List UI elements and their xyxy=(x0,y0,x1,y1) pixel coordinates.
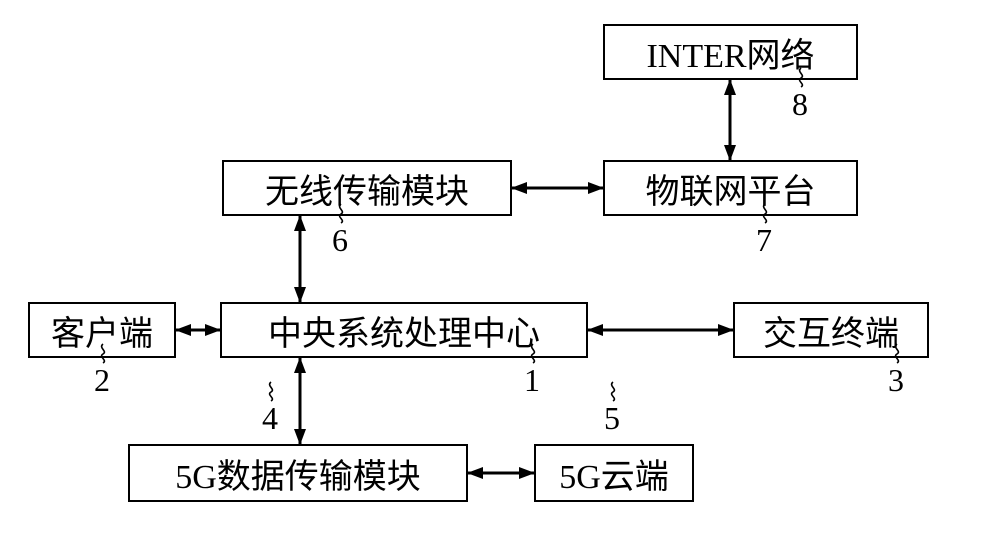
squiggle-icon xyxy=(264,380,278,402)
ref-num-5: 5 xyxy=(604,400,620,437)
node-5g-tx: 5G数据传输模块 xyxy=(128,444,468,502)
ref-num-text: 7 xyxy=(756,222,772,258)
node-label: 中央系统处理中心 xyxy=(268,306,540,355)
node-label: 5G数据传输模块 xyxy=(175,449,421,498)
ref-num-text: 5 xyxy=(604,400,620,436)
node-5g-cloud: 5G云端 xyxy=(534,444,694,502)
ref-num-2: 2 xyxy=(94,362,110,399)
squiggle-icon xyxy=(96,342,110,364)
node-label: 交互终端 xyxy=(763,306,899,355)
ref-num-7: 7 xyxy=(756,222,772,259)
squiggle-icon xyxy=(526,342,540,364)
node-iot-platform: 物联网平台 xyxy=(603,160,858,216)
ref-num-4: 4 xyxy=(262,400,278,437)
ref-num-text: 3 xyxy=(888,362,904,398)
ref-num-3: 3 xyxy=(888,362,904,399)
squiggle-icon xyxy=(758,202,772,224)
ref-num-text: 6 xyxy=(332,222,348,258)
ref-num-text: 8 xyxy=(792,86,808,122)
ref-num-8: 8 xyxy=(792,86,808,123)
ref-num-1: 1 xyxy=(524,362,540,399)
squiggle-icon xyxy=(794,66,808,88)
squiggle-icon xyxy=(334,202,348,224)
squiggle-icon xyxy=(890,342,904,364)
node-inter-network: INTER网络 xyxy=(603,24,858,80)
squiggle-icon xyxy=(606,380,620,402)
node-label: 5G云端 xyxy=(559,449,669,498)
node-label: 无线传输模块 xyxy=(265,164,469,213)
ref-num-text: 4 xyxy=(262,400,278,436)
ref-num-6: 6 xyxy=(332,222,348,259)
node-label: 物联网平台 xyxy=(646,164,816,213)
diagram-canvas: INTER网络 物联网平台 无线传输模块 客户端 中央系统处理中心 交互终端 5… xyxy=(0,0,1000,544)
node-label: INTER网络 xyxy=(646,28,814,77)
node-wireless-tx: 无线传输模块 xyxy=(222,160,512,216)
ref-num-text: 1 xyxy=(524,362,540,398)
ref-num-text: 2 xyxy=(94,362,110,398)
